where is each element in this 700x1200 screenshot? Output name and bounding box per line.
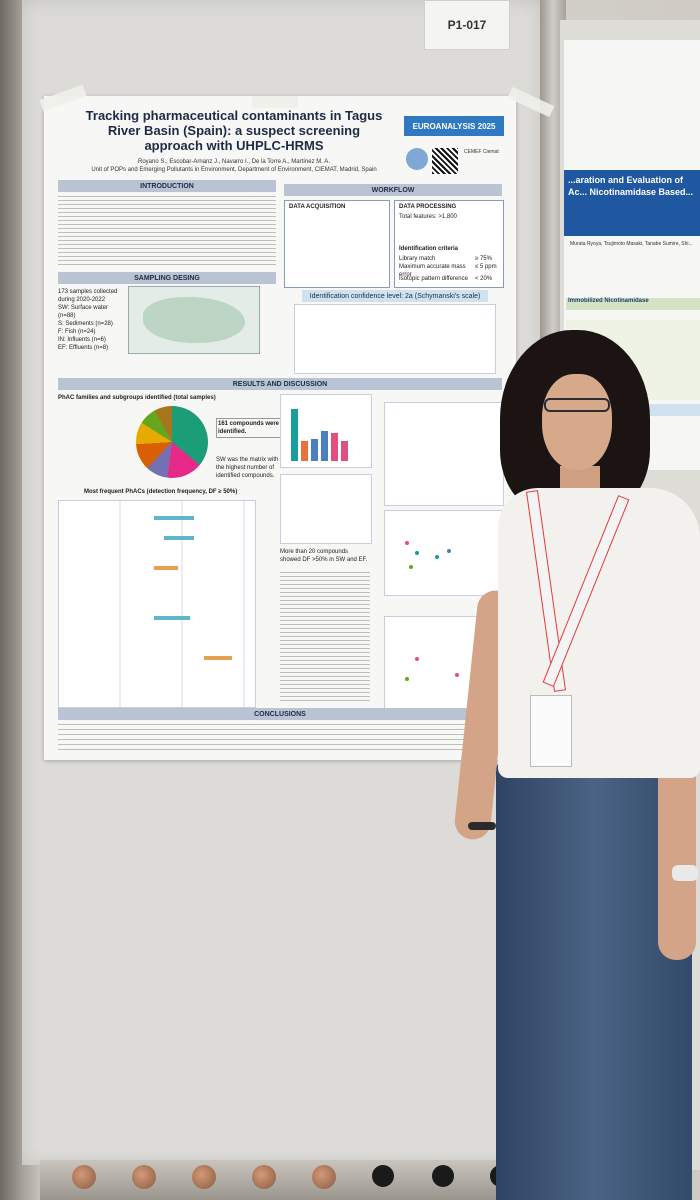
tagus-basin-map <box>128 286 260 354</box>
neighbor-poster-authors: Murata Ryoya, Tsujimoto Masaki, Tanabe S… <box>570 241 693 247</box>
bolt-icon <box>72 1165 96 1189</box>
board-base <box>40 1160 560 1200</box>
board-hole <box>372 1165 394 1187</box>
heatmap-row <box>154 516 194 520</box>
booth-label: P1-017 <box>424 0 510 50</box>
section-results: RESULTS AND DISCUSSION <box>58 378 502 390</box>
bar <box>311 439 318 461</box>
tape <box>252 96 298 108</box>
mass-error: Maximum accurate mass error <box>399 264 466 278</box>
pca-scores-plot <box>384 510 504 596</box>
acquisition-box: DATA ACQUISITION <box>284 200 390 288</box>
presenter-face <box>542 374 612 470</box>
data-point <box>415 657 419 661</box>
section-sampling: SAMPLING DESING <box>58 272 276 284</box>
compounds-bar-chart <box>280 394 372 468</box>
section-workflow: WORKFLOW <box>284 184 502 196</box>
sample-f: F: Fish (n=24) <box>58 329 96 335</box>
poster-authors: Royano S., Escobar-Arnanz J., Navarro I.… <box>84 158 384 174</box>
data-point <box>405 677 409 681</box>
families-title: PhAC families and subgroups identified (… <box>58 395 216 401</box>
affiliation: Unit of POPs and Emerging Pollutants in … <box>91 167 377 173</box>
bolt-icon <box>252 1165 276 1189</box>
frequent-title: Most frequent PhACs (detection frequency… <box>84 489 238 495</box>
identification-criteria: Identification criteria <box>399 246 459 252</box>
presenter <box>453 330 700 1200</box>
watch-icon <box>672 865 698 881</box>
bolt-icon <box>192 1165 216 1189</box>
bar <box>301 441 308 461</box>
research-poster: Tracking pharmaceutical contaminants in … <box>44 96 516 760</box>
presenter-top <box>498 488 700 778</box>
data-point <box>447 549 451 553</box>
bracelet <box>468 822 496 830</box>
frequency-heatmap <box>58 500 256 708</box>
heatmap-row <box>154 566 178 570</box>
data-point <box>435 555 439 559</box>
data-point <box>409 565 413 569</box>
bolt-icon <box>132 1165 156 1189</box>
neighbor-poster-title: ...aration and Evaluation of Ac... Nicot… <box>564 170 700 236</box>
basin-shape <box>143 297 245 343</box>
sample-s: S: Sediments (n=28) <box>58 321 113 327</box>
detection-box-plot <box>280 474 372 544</box>
bar <box>331 433 338 461</box>
heatmap-row <box>204 656 232 660</box>
section-introduction: INTRODUCTION <box>58 180 276 192</box>
pca-loadings-plot <box>384 402 504 506</box>
neighbor-poster-section: Immobilized Nicotinamidase <box>566 298 700 310</box>
sampling-summary: 173 samples collected during 2020-2022 S… <box>58 288 124 352</box>
sample-sw: SW: Surface water (n=88) <box>58 305 108 319</box>
processing-box: DATA PROCESSING Total features: >1,800 I… <box>394 200 504 288</box>
library-match: Library match <box>399 256 436 262</box>
sw-ef-note: More than 20 compounds showed DF >50% in… <box>280 549 368 563</box>
introduction-text <box>58 196 276 268</box>
conclusions-text <box>58 724 502 754</box>
data-point <box>415 551 419 555</box>
sw-note: SW was the matrix with the highest numbe… <box>216 457 279 479</box>
glasses-icon <box>544 398 610 412</box>
results-text <box>280 572 370 702</box>
sample-in: IN: Influents (n=6) <box>58 337 106 343</box>
mass-error-value: ≤ 5 ppm <box>475 264 497 270</box>
author-list: Royano S., Escobar-Arnanz J., Navarro I.… <box>138 159 330 165</box>
acquisition-title: DATA ACQUISITION <box>289 204 346 210</box>
data-point <box>405 541 409 545</box>
processing-title: DATA PROCESSING <box>399 204 457 210</box>
library-match-value: ≥ 75% <box>475 256 492 262</box>
samples-collected: 173 samples collected during 2020-2022 <box>58 289 118 303</box>
heatmap-row <box>164 536 194 540</box>
isotopic-difference: Isotopic pattern difference <box>399 276 468 282</box>
name-badge <box>530 695 572 767</box>
sample-ef: EF: Effluents (n=8) <box>58 345 109 351</box>
section-conclusions: CONCLUSIONS <box>58 708 502 720</box>
conference-logo: EUROANALYSIS 2025 <box>404 116 504 136</box>
poster-title: Tracking pharmaceutical contaminants in … <box>85 108 383 153</box>
social-handle: CEMEF Ciemat <box>464 149 499 155</box>
isotopic-difference-value: < 20% <box>475 276 493 282</box>
data-point <box>455 673 459 677</box>
total-features: Total features: >1,800 <box>399 214 457 220</box>
bolt-icon <box>312 1165 336 1189</box>
heatmap-row <box>154 616 190 620</box>
bar <box>341 441 348 461</box>
bar <box>321 431 328 461</box>
confidence-level: Identification confidence level: 2a (Sch… <box>302 290 488 302</box>
bar <box>291 409 298 461</box>
compounds-identified: 161 compounds were identified. <box>216 418 290 438</box>
qr-code-icon <box>432 148 458 174</box>
ciemat-logo-icon <box>406 148 428 170</box>
families-pie-chart <box>136 406 208 478</box>
board-hole <box>432 1165 454 1187</box>
mass-spectrum-chart <box>294 304 496 374</box>
